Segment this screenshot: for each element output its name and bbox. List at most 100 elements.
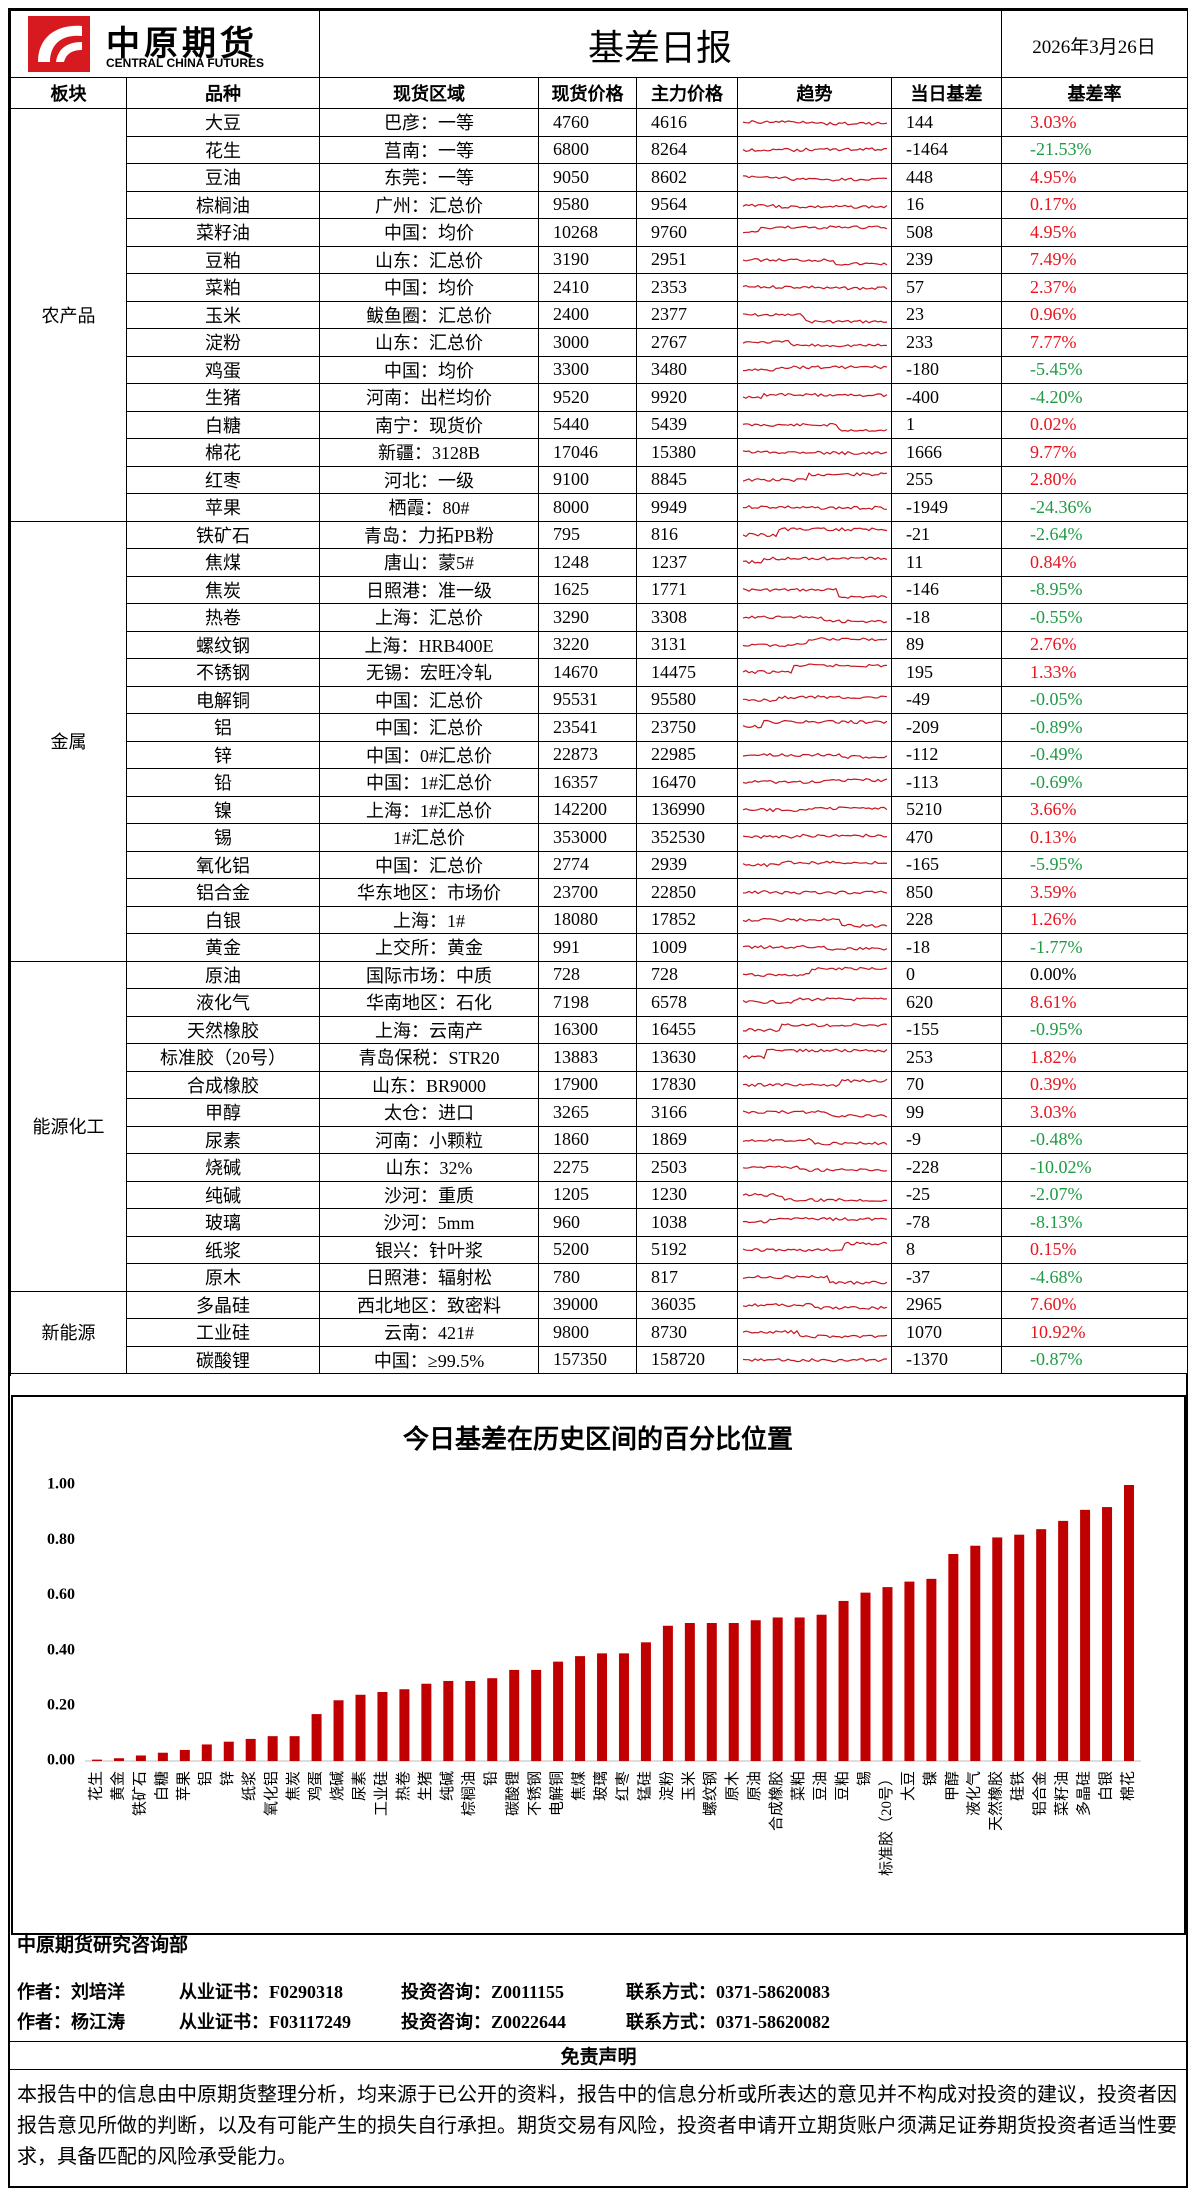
basis: -37 — [892, 1264, 1002, 1292]
x-tick-label: 尿素 — [351, 1771, 368, 1801]
x-tick-label: 锌 — [219, 1771, 236, 1786]
bar — [926, 1578, 937, 1761]
variety: 淀粉 — [127, 329, 320, 357]
bar — [948, 1554, 959, 1761]
spot-price: 3290 — [539, 604, 637, 632]
sparkline-path — [742, 1110, 887, 1118]
bar — [838, 1600, 849, 1761]
x-tick-label: 烧碱 — [329, 1771, 346, 1801]
spot-region: 沙河：重质 — [320, 1181, 539, 1209]
sparkline-path — [742, 1329, 887, 1339]
spot-price: 3000 — [539, 329, 637, 357]
spot-price: 8000 — [539, 494, 637, 522]
basis: 850 — [892, 879, 1002, 907]
variety: 原油 — [127, 961, 320, 989]
column-header: 主力价格 — [637, 78, 738, 109]
bar — [311, 1714, 322, 1761]
main-price: 17852 — [637, 906, 738, 934]
sparkline-path — [742, 146, 887, 152]
sparkline-path — [742, 1078, 887, 1087]
bar — [531, 1669, 542, 1761]
spot-region: 云南：421# — [320, 1319, 539, 1347]
sector-cell: 农产品 — [11, 109, 127, 522]
trend-sparkline — [742, 719, 887, 729]
x-tick-label: 鸡蛋 — [307, 1771, 324, 1801]
sparkline-path — [742, 890, 887, 895]
variety: 白银 — [127, 906, 320, 934]
variety: 焦煤 — [127, 549, 320, 577]
trend-sparkline — [742, 945, 887, 951]
sparkline-path — [742, 285, 887, 291]
authors: 作者：刘培洋 从业证书：F0290318 投资咨询：Z0011155 联系方式：037… — [0, 1978, 1194, 2038]
basis: 233 — [892, 329, 1002, 357]
sparkline-path — [742, 1275, 887, 1286]
author-contact: 联系方式：0371-58620083 — [626, 1982, 830, 2002]
sparkline-path — [742, 719, 887, 729]
trend-sparkline — [742, 966, 887, 977]
department: 中原期货研究咨询部 — [17, 1935, 189, 1956]
basis-rate: -8.13% — [1002, 1209, 1188, 1237]
x-tick-label: 纸浆 — [240, 1771, 258, 1801]
trend-cell — [738, 356, 892, 384]
basis-rate: -0.69% — [1002, 769, 1188, 797]
author-name: 作者：刘培洋 — [17, 1982, 125, 2002]
spot-price: 9800 — [539, 1319, 637, 1347]
trend-cell — [738, 1291, 892, 1319]
x-tick-label: 白银 — [1097, 1771, 1114, 1801]
variety: 玻璃 — [127, 1209, 320, 1237]
main-price: 22985 — [637, 741, 738, 769]
bar — [509, 1669, 520, 1761]
trend-sparkline — [742, 1241, 887, 1252]
variety: 豆油 — [127, 164, 320, 192]
x-tick-label: 纯碱 — [439, 1771, 456, 1801]
main-price: 158720 — [637, 1346, 738, 1374]
variety: 多晶硅 — [127, 1291, 320, 1319]
spot-region: 巴彦：一等 — [320, 109, 539, 137]
trend-cell — [738, 1236, 892, 1264]
basis: 195 — [892, 659, 1002, 687]
bar — [553, 1661, 564, 1761]
spot-region: 鲅鱼圈：汇总价 — [320, 301, 539, 329]
trend-sparkline — [742, 890, 887, 895]
trend-cell — [738, 659, 892, 687]
x-tick-label: 镍 — [921, 1771, 939, 1786]
basis-rate: 2.76% — [1002, 631, 1188, 659]
main-price: 817 — [637, 1264, 738, 1292]
trend-cell — [738, 851, 892, 879]
author-contact: 联系方式：0371-58620082 — [626, 2012, 830, 2032]
sparkline-path — [742, 1192, 887, 1202]
bar — [575, 1656, 586, 1761]
trend-cell — [738, 439, 892, 467]
main-price: 16455 — [637, 1016, 738, 1044]
sparkline-path — [742, 422, 887, 432]
basis-rate: 7.77% — [1002, 329, 1188, 357]
bar — [597, 1653, 608, 1761]
trend-sparkline — [742, 1329, 887, 1339]
basis: -9 — [892, 1126, 1002, 1154]
bar — [179, 1749, 190, 1761]
basis: 448 — [892, 164, 1002, 192]
logo-cn: 中原期货 — [106, 24, 258, 64]
bar — [662, 1625, 673, 1761]
logo: 中原期货 CENTRAL CHINA FUTURES — [14, 14, 314, 74]
basis-rate: -10.02% — [1002, 1154, 1188, 1182]
sparkline-path — [742, 225, 887, 234]
divider — [10, 2041, 1187, 2042]
basis-rate: 9.77% — [1002, 439, 1188, 467]
spot-region: 华东地区：市场价 — [320, 879, 539, 907]
variety: 热卷 — [127, 604, 320, 632]
column-header: 现货区域 — [320, 78, 539, 109]
trend-cell — [738, 466, 892, 494]
basis-rate: 3.03% — [1002, 1099, 1188, 1127]
sparkline-path — [742, 1241, 887, 1252]
basis: -113 — [892, 769, 1002, 797]
trend-cell — [738, 576, 892, 604]
trend-cell — [738, 989, 892, 1017]
column-header: 板块 — [11, 78, 127, 109]
basis: -209 — [892, 714, 1002, 742]
sparkline-path — [742, 917, 887, 928]
main-price: 14475 — [637, 659, 738, 687]
variety: 烧碱 — [127, 1154, 320, 1182]
trend-cell — [738, 1016, 892, 1044]
